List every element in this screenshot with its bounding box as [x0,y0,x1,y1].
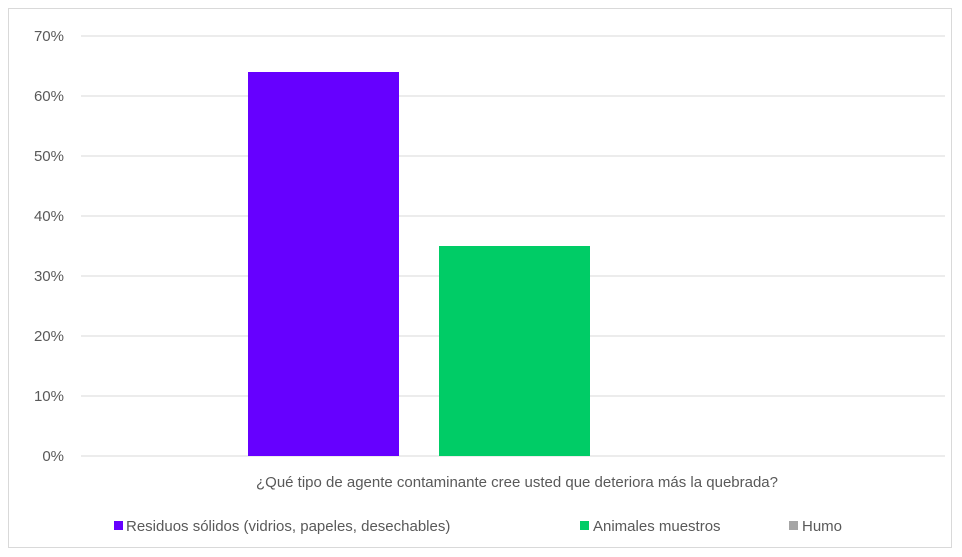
bar-2 [439,246,590,456]
bar-1 [248,72,399,456]
legend-label: Animales muestros [593,518,721,535]
legend-swatch [789,521,798,530]
y-tick-label: 50% [34,148,64,165]
category-label: ¿Qué tipo de agente contaminante cree us… [256,474,778,491]
y-tick-label: 30% [34,268,64,285]
y-tick-label: 60% [34,88,64,105]
legend-label: Humo [802,518,842,535]
y-tick-label: 40% [34,208,64,225]
y-tick-label: 0% [42,448,64,465]
y-tick-label: 70% [34,28,64,45]
chart-frame: 0% 10% 20% 30% 40% 50% 60% 70% ¿Qué tipo de age… [8,8,952,548]
y-axis-ticks: 0% 10% 20% 30% 40% 50% 60% 70% [34,28,64,465]
bars [248,72,590,456]
bar-chart: 0% 10% 20% 30% 40% 50% 60% 70% ¿Qué tipo de age… [34,28,945,535]
y-tick-label: 10% [34,388,64,405]
legend: Residuos sólidos (vidrios, papeles, dese… [114,518,842,535]
legend-label: Residuos sólidos (vidrios, papeles, dese… [126,518,450,535]
legend-swatch [580,521,589,530]
y-tick-label: 20% [34,328,64,345]
legend-swatch [114,521,123,530]
